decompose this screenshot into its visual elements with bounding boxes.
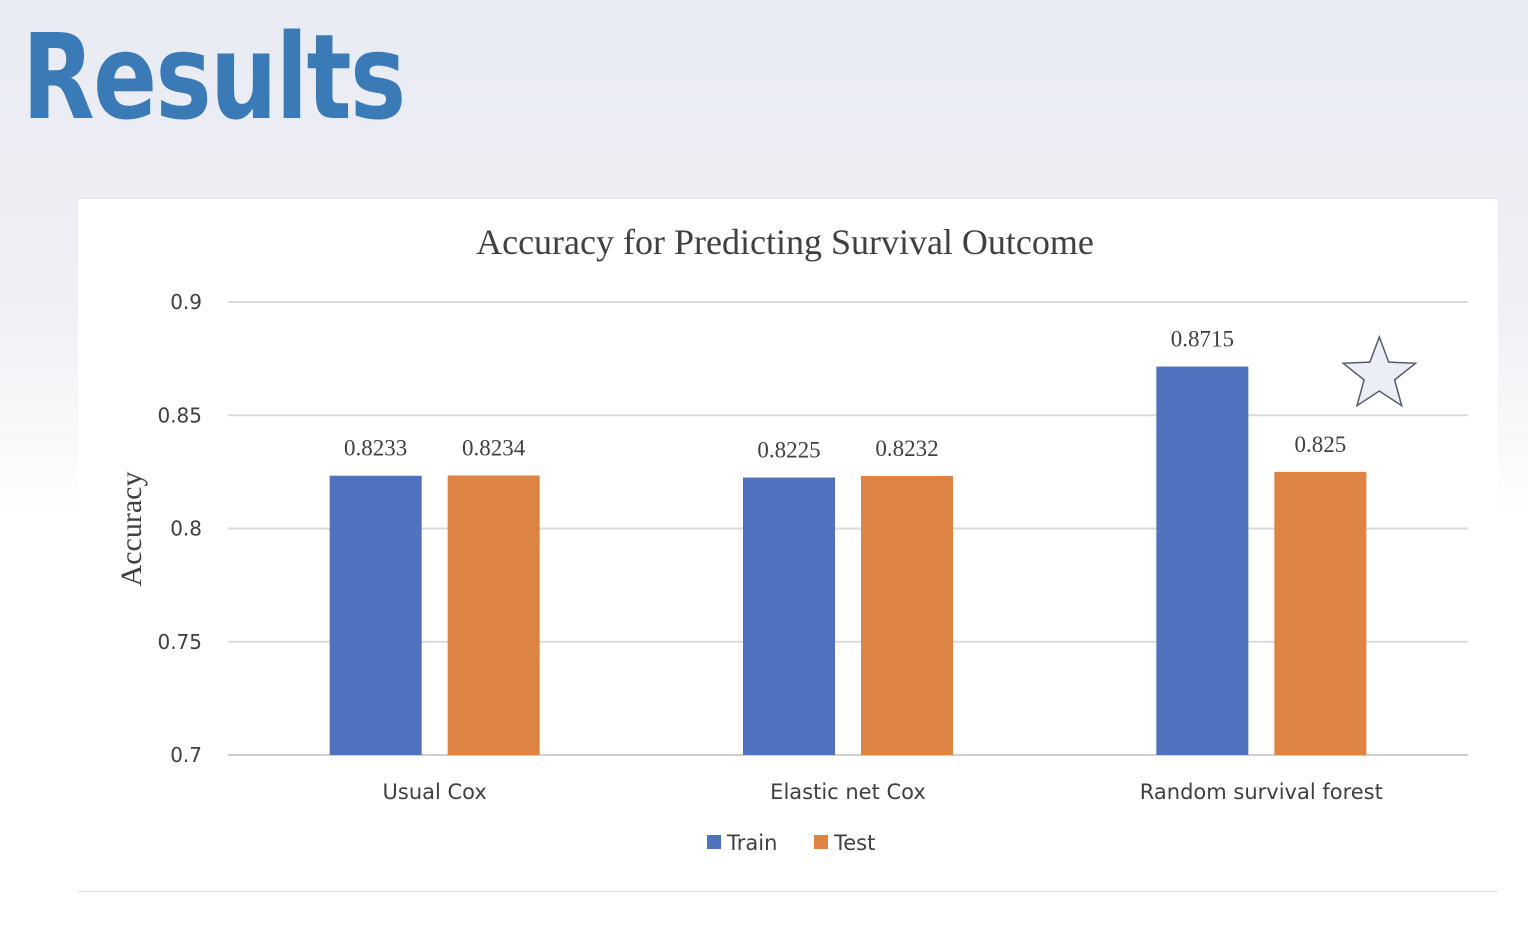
- data-label: 0.8715: [1171, 327, 1234, 352]
- y-tick-label: 0.85: [157, 403, 202, 427]
- bar-train: [743, 477, 835, 755]
- x-tick-label: Elastic net Cox: [770, 780, 926, 804]
- data-label: 0.8232: [875, 436, 938, 461]
- legend-label: Train: [726, 831, 777, 855]
- y-tick-label: 0.8: [170, 517, 202, 541]
- x-tick-label: Random survival forest: [1140, 780, 1383, 804]
- legend-label: Test: [833, 831, 875, 855]
- chart-title: Accuracy for Predicting Survival Outcome: [476, 222, 1094, 262]
- bar-test: [1274, 471, 1367, 755]
- bar-train: [329, 475, 422, 755]
- bar-test: [861, 475, 953, 755]
- bar-test: [447, 475, 540, 755]
- y-tick-label: 0.7: [170, 743, 202, 767]
- chart-panel: Accuracy for Predicting Survival Outcome…: [78, 198, 1498, 892]
- slide-title: Results: [22, 8, 406, 146]
- bar-chart: Accuracy for Predicting Survival Outcome…: [115, 222, 1468, 855]
- legend-swatch-train: [707, 835, 721, 849]
- data-label: 0.8225: [757, 438, 820, 463]
- y-axis-label: Accuracy: [115, 472, 148, 587]
- y-tick-label: 0.75: [157, 630, 202, 654]
- data-label: 0.8234: [462, 435, 526, 460]
- data-label: 0.8233: [344, 436, 407, 461]
- bar-train: [1156, 366, 1249, 755]
- legend-swatch-test: [814, 835, 828, 849]
- data-label: 0.825: [1294, 432, 1346, 457]
- star-icon: [1341, 334, 1418, 408]
- x-tick-label: Usual Cox: [383, 780, 487, 804]
- y-tick-label: 0.9: [170, 290, 202, 314]
